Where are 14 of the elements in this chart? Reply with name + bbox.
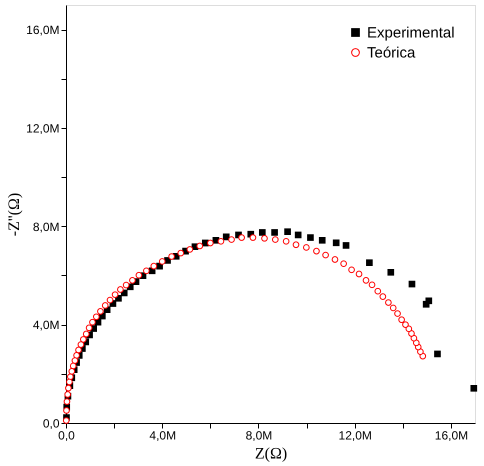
x-tick-label: 0,0 xyxy=(58,428,76,442)
x-tick-label: 12,0M xyxy=(338,428,372,442)
x-axis-title: Z(Ω) xyxy=(254,446,288,462)
x-tick-label: 16,0M xyxy=(434,428,468,442)
x-tick-label: 8,0M xyxy=(246,428,272,442)
y-tick-label: 8,0M xyxy=(32,220,60,234)
y-tick-label: 4,0M xyxy=(32,318,60,332)
y-axis-title: -Z''(Ω) xyxy=(6,192,24,236)
legend-label: Experimental xyxy=(367,24,455,42)
y-tick-label: 12,0M xyxy=(26,121,60,136)
y-tick-label: 0,0 xyxy=(42,416,60,430)
y-tick-label: 16,0M xyxy=(26,23,60,38)
legend-label: Teórica xyxy=(367,44,416,62)
x-tick-label: 4,0M xyxy=(149,428,176,442)
